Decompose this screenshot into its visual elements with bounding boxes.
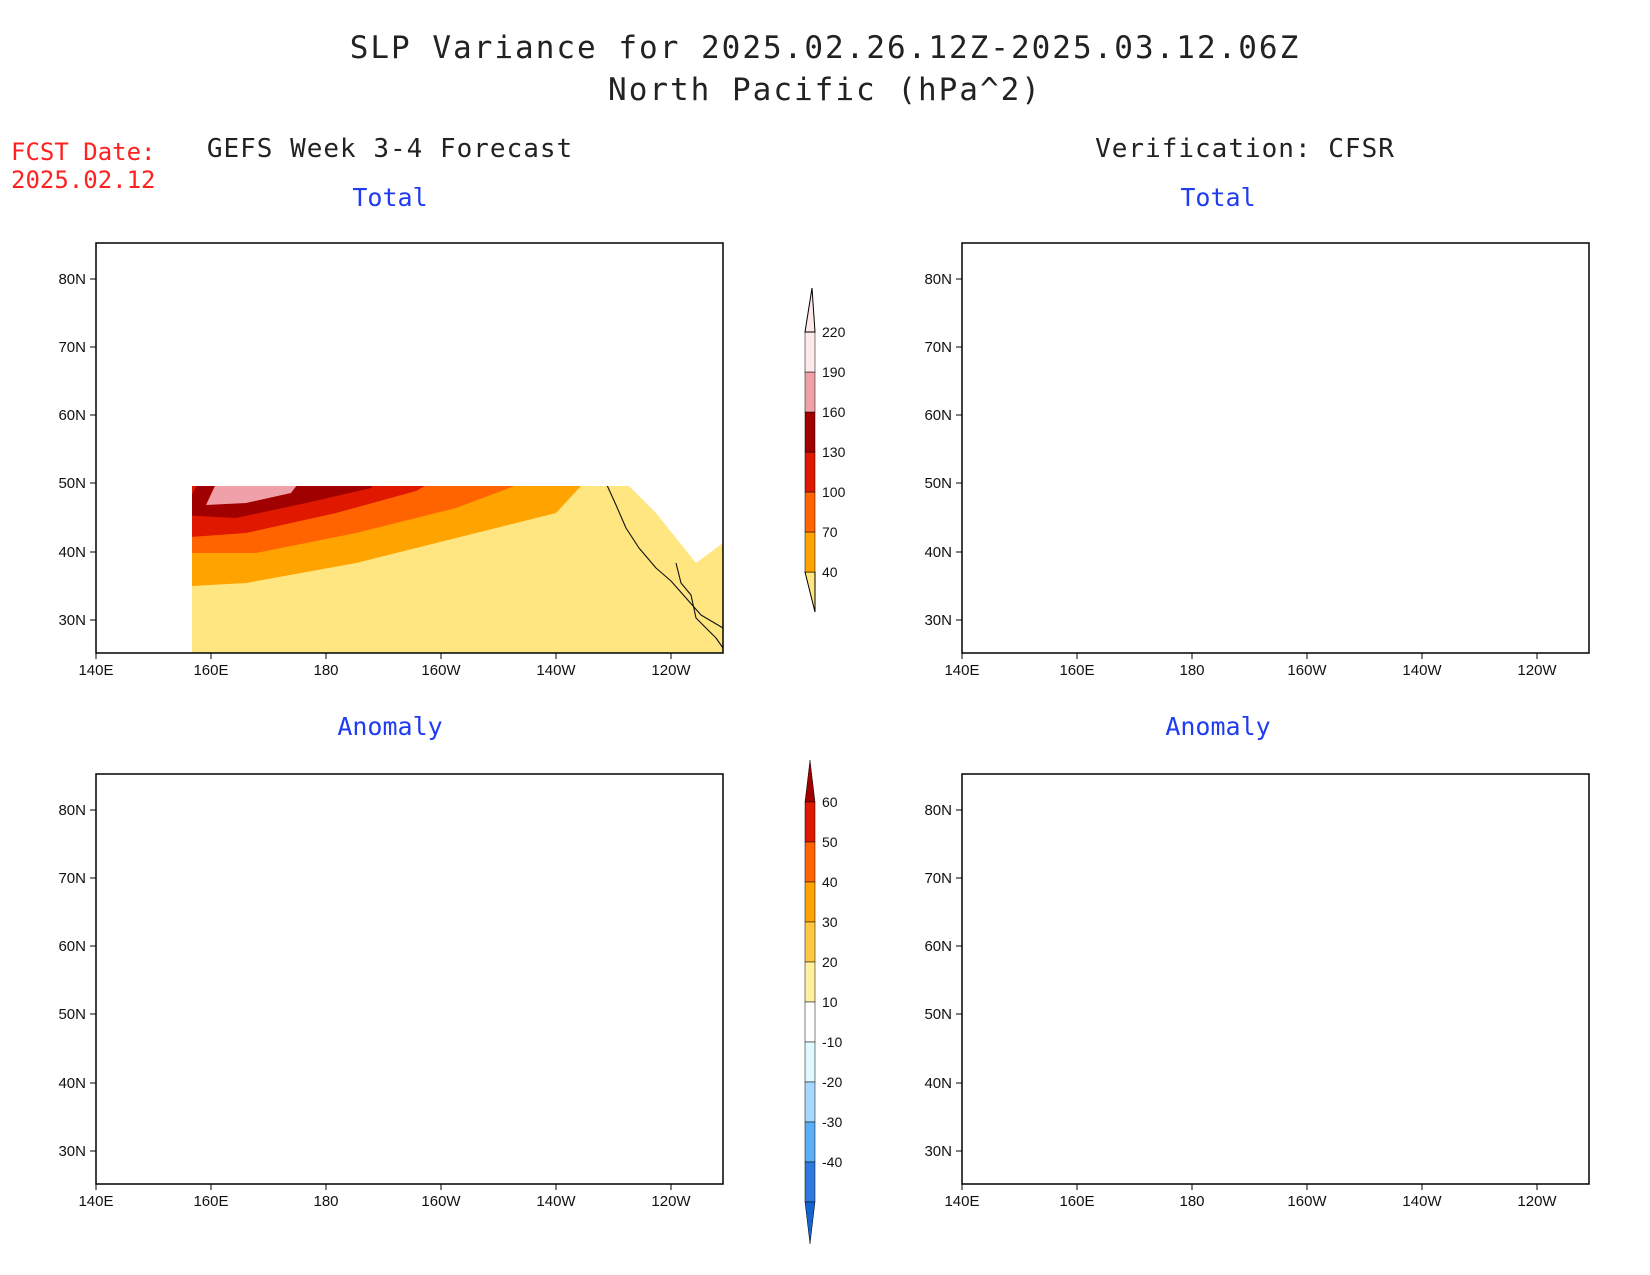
colorbar-anomaly-label: -10 [822, 1034, 842, 1050]
colorbar-anomaly-bottom-arrow [804, 1201, 816, 1245]
fcst-date-block: FCST Date: 2025.02.12 [11, 138, 156, 194]
colorbar-anomaly-swatch [804, 1161, 816, 1203]
colorbar-anomaly [804, 759, 816, 1245]
map-forecast-total [95, 242, 724, 654]
lat-tick-label: 50N [924, 1006, 952, 1023]
colorbar-anomaly-swatch [804, 881, 816, 923]
colorbar-anomaly-label: -30 [822, 1114, 842, 1130]
colorbar-total-label: 190 [822, 364, 846, 380]
lon-tick-label: 140W [536, 1193, 576, 1210]
colorbar-anomaly-label: 30 [822, 914, 838, 930]
lon-tick-label: 180 [313, 1193, 338, 1210]
map-forecast-anomaly [95, 773, 724, 1185]
lat-tick-label: 40N [58, 544, 86, 561]
lat-tick-label: 30N [58, 1143, 86, 1160]
lat-tick-label: 60N [924, 938, 952, 955]
axis-ticks: 140E 160E 180 160W 140W 120W 80N 70N 60N 50N 40N 30… [58, 271, 1557, 1210]
colorbar-total-label: 40 [822, 564, 838, 580]
colorbar-total-label: 130 [822, 444, 846, 460]
map-verification-total [961, 242, 1590, 654]
colorbar-anomaly-label: 20 [822, 954, 838, 970]
lon-tick-label: 140W [1402, 662, 1442, 679]
lat-tick-label: 40N [924, 1075, 952, 1092]
lon-tick-label: 160W [421, 1193, 461, 1210]
panel-title-forecast-anomaly: Anomaly [337, 712, 443, 741]
lon-tick-label: 140E [78, 662, 113, 679]
colorbar-anomaly-label: 60 [822, 794, 838, 810]
lat-tick-label: 80N [58, 802, 86, 819]
colorbar-total [804, 287, 816, 613]
colorbar-total-label: 160 [822, 404, 846, 420]
lon-tick-label: 160W [1287, 1193, 1327, 1210]
colorbar-anomaly-swatch [804, 1121, 816, 1163]
colorbar-anomaly-label: -40 [822, 1154, 842, 1170]
map-verification-anomaly [961, 773, 1590, 1185]
colorbar-anomaly-label: 40 [822, 874, 838, 890]
fcst-date-label: FCST Date: [11, 138, 156, 166]
forecast-column-title: GEFS Week 3-4 Forecast [206, 134, 574, 164]
lon-tick-label: 140W [536, 662, 576, 679]
lon-tick-label: 120W [651, 662, 691, 679]
colorbar-anomaly-swatch [804, 841, 816, 883]
colorbar-anomaly-label: 10 [822, 994, 838, 1010]
chart-subtitle: North Pacific (hPa^2) [608, 72, 1042, 108]
lon-tick-label: 180 [1179, 662, 1204, 679]
colorbar-anomaly-swatch [804, 1041, 816, 1083]
colorbar-total-label: 100 [822, 484, 846, 500]
lat-tick-label: 80N [58, 271, 86, 288]
lat-tick-label: 70N [924, 870, 952, 887]
colorbar-anomaly-label: 50 [822, 834, 838, 850]
lat-tick-label: 30N [924, 612, 952, 629]
lon-tick-label: 160E [193, 1193, 228, 1210]
lon-tick-label: 160E [1059, 662, 1094, 679]
lat-tick-label: 40N [58, 1075, 86, 1092]
lat-tick-label: 60N [58, 938, 86, 955]
lon-tick-label: 180 [313, 662, 338, 679]
lat-tick-label: 40N [924, 544, 952, 561]
verification-column-title: Verification: CFSR [1095, 134, 1395, 164]
colorbar-total-label: 70 [822, 524, 838, 540]
lon-tick-label: 140E [944, 1193, 979, 1210]
lon-tick-label: 160W [1287, 662, 1327, 679]
lon-tick-label: 120W [1517, 1193, 1557, 1210]
lon-tick-label: 120W [1517, 662, 1557, 679]
lat-tick-label: 50N [924, 475, 952, 492]
lon-tick-label: 140E [78, 1193, 113, 1210]
lat-tick-label: 50N [58, 1006, 86, 1023]
lat-tick-label: 60N [924, 407, 952, 424]
colorbar-anomaly-label: -20 [822, 1074, 842, 1090]
colorbar-anomaly-swatch [804, 1081, 816, 1123]
colorbar-total-labels: 40 70 100 130 160 190 220 [822, 324, 846, 580]
lat-tick-label: 80N [924, 802, 952, 819]
colorbar-total-label: 220 [822, 324, 846, 340]
lat-tick-label: 60N [58, 407, 86, 424]
lon-tick-label: 140E [944, 662, 979, 679]
lat-tick-label: 70N [924, 339, 952, 356]
colorbar-anomaly-top-arrow [804, 759, 816, 803]
lat-tick-label: 30N [924, 1143, 952, 1160]
lat-tick-label: 30N [58, 612, 86, 629]
colorbar-anomaly-labels: 60 50 40 30 20 10 -10 -20 -30 -40 [822, 794, 842, 1170]
chart-title: SLP Variance for 2025.02.26.12Z-2025.03.… [349, 30, 1301, 66]
lat-tick-label: 50N [58, 475, 86, 492]
colorbar-anomaly-swatch [804, 921, 816, 963]
lon-tick-label: 160E [1059, 1193, 1094, 1210]
panel-title-verification-anomaly: Anomaly [1165, 712, 1271, 741]
lat-tick-label: 70N [58, 339, 86, 356]
lon-tick-label: 160E [193, 662, 228, 679]
lon-tick-label: 160W [421, 662, 461, 679]
lat-tick-label: 80N [924, 271, 952, 288]
lon-tick-label: 180 [1179, 1193, 1204, 1210]
panel-title-forecast-total: Total [352, 183, 428, 212]
lon-tick-label: 140W [1402, 1193, 1442, 1210]
panel-title-verification-total: Total [1180, 183, 1256, 212]
lon-tick-label: 120W [651, 1193, 691, 1210]
lat-tick-label: 70N [58, 870, 86, 887]
colorbar-anomaly-swatch [804, 1001, 816, 1043]
colorbar-anomaly-swatch [804, 961, 816, 1003]
fcst-date-value: 2025.02.12 [11, 166, 156, 194]
colorbar-anomaly-swatch [804, 801, 816, 843]
